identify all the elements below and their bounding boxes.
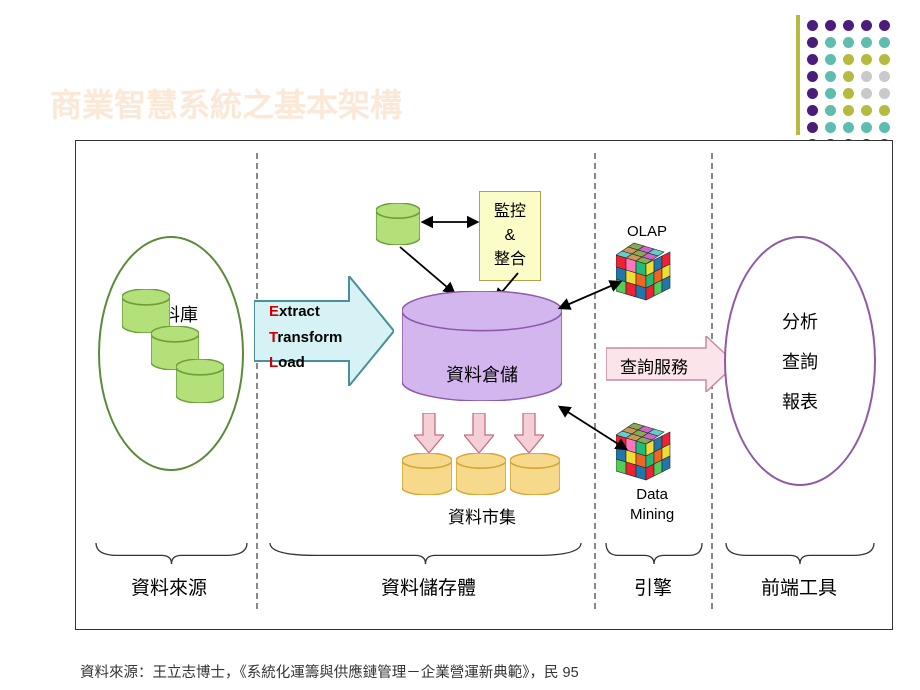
region-1-label: 資料來源 (131, 573, 207, 600)
datamining-label: Data Mining (630, 485, 674, 524)
db-cyl-3 (176, 359, 224, 403)
frontend-line-3: 報表 (782, 388, 818, 414)
frontend-ellipse: 分析 查詢 報表 (724, 236, 876, 486)
staging-cyl (376, 203, 420, 245)
frontend-line-2: 查詢 (782, 348, 818, 374)
frontend-line-1: 分析 (782, 308, 818, 334)
monitor-box: 監控&整合 (479, 191, 541, 281)
citation: 資料來源：王立志博士，《系統化運籌與供應鏈管理－企業營運新典範》，民 95 (80, 661, 579, 682)
query-label: 查詢服務 (620, 353, 688, 378)
datamart-cyl-1 (402, 453, 452, 495)
brace-2 (268, 541, 583, 565)
region-4-label: 前端工具 (761, 573, 837, 600)
data-warehouse-label: 資料倉儲 (446, 361, 518, 387)
etl-text: ExtractTransformLoad (269, 299, 342, 376)
olap-label: OLAP (627, 223, 667, 240)
down-arrow-2 (464, 413, 494, 453)
arrow-stage-to-dw (392, 243, 462, 298)
down-arrow-3 (514, 413, 544, 453)
divider-2 (594, 153, 596, 609)
olap-cube-icon (616, 241, 686, 301)
arrow-dw-olap (556, 276, 626, 316)
datamart-cyl-2 (456, 453, 506, 495)
datamart-cyl-3 (510, 453, 560, 495)
slide-title: 商業智慧系統之基本架構 (50, 80, 402, 126)
brace-1 (94, 541, 249, 565)
decor-bar (796, 15, 800, 135)
arrow-dw-dm (556, 401, 631, 456)
region-3-label: 引擎 (634, 573, 672, 600)
brace-4 (724, 541, 876, 565)
diagram-frame: 資料庫 ExtractTransformLoad 監控&整合 資料倉儲 (75, 140, 893, 630)
brace-3 (604, 541, 704, 565)
arrow-stage-monitor (419, 211, 481, 233)
down-arrow-1 (414, 413, 444, 453)
corner-dots (807, 20, 890, 156)
datamart-label: 資料市集 (448, 503, 516, 528)
region-2-label: 資料儲存體 (381, 573, 476, 600)
